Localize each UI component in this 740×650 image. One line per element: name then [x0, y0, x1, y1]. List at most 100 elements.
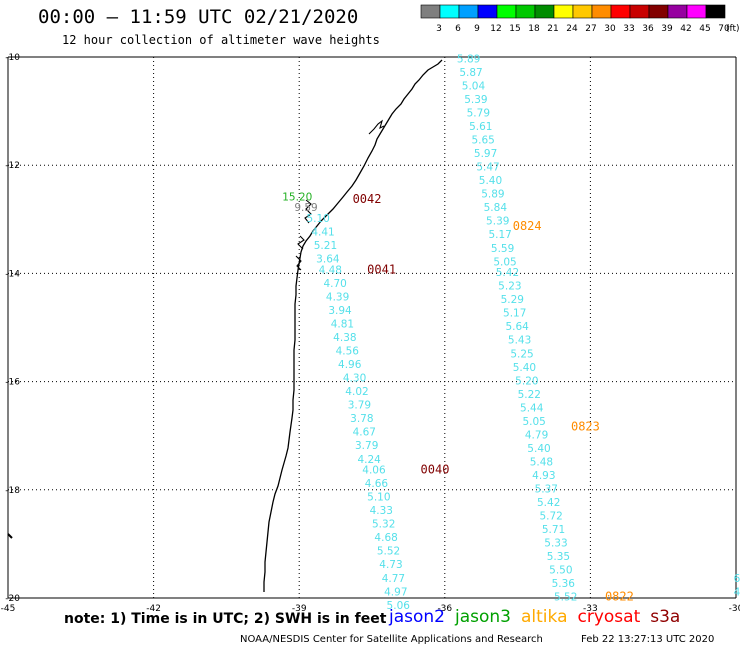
wave-height-value: 4.73 [379, 559, 402, 571]
wave-height-value: 5.17 [503, 308, 526, 320]
pass-time-label: 0040 [421, 463, 450, 477]
lat-label: -12 [5, 161, 20, 171]
pass-time-label: 0824 [513, 219, 542, 233]
lat-lon-grid [7, 56, 737, 599]
color-bin-label: 33 [623, 24, 634, 34]
lat-label: -14 [5, 269, 20, 279]
color-bin-label: 27 [585, 24, 596, 34]
wave-height-value: 4.96 [338, 359, 362, 371]
pass-time-label: 0042 [353, 192, 382, 206]
color-bin-label: 15 [509, 24, 520, 34]
color-bin-9 [458, 4, 479, 19]
wave-height-value: 5.65 [471, 135, 494, 147]
lon-label: -45 [1, 604, 16, 614]
wave-height-value: 4.68 [374, 532, 397, 544]
wave-height-value: 4.77 [382, 573, 405, 585]
wave-height-value: 5.87 [459, 67, 482, 79]
wave-height-value: 5.10 [306, 213, 329, 225]
satellite-legend-altika: altika [521, 607, 568, 627]
track-cryosat: 15.209.595.104.415.213.644.484.704.393.9… [282, 191, 449, 611]
wave-height-value: 5.64 [505, 321, 529, 333]
wave-height-value: 5.33 [544, 538, 567, 550]
lat-label: -18 [5, 486, 20, 496]
color-bin-label: 9 [474, 24, 480, 34]
color-bin-42 [667, 4, 688, 19]
map-edge-mark [7, 533, 13, 539]
color-scale-legend: 3 6 9 12 15 18 21 24 27 30 33 36 39 42 45 70(ft) [420, 4, 740, 34]
edge-wave-value: 6 [734, 573, 740, 585]
wave-height-value: 4.93 [532, 470, 555, 482]
wave-height-value: 5.25 [510, 348, 533, 360]
wave-height-value: 5.10 [367, 492, 390, 504]
wave-height-value: 5.84 [484, 202, 508, 214]
color-bin-21 [534, 4, 555, 19]
wave-height-value: 4.38 [333, 332, 356, 344]
pass-time-label: 0041 [367, 262, 396, 276]
color-bin-label: 3 [436, 24, 442, 34]
wave-height-value: 5.32 [372, 519, 395, 531]
color-bin-label: 42 [680, 24, 691, 34]
wave-height-value: 5.42 [537, 497, 560, 509]
wave-height-value: 5.89 [457, 53, 480, 65]
wave-height-value: 4.79 [525, 429, 548, 441]
wave-height-value: 5.29 [501, 294, 524, 306]
satellite-legend-jason3: jason3 [455, 607, 511, 627]
wave-height-value: 5.36 [552, 578, 576, 590]
wave-height-value: 5.48 [530, 456, 553, 468]
wave-height-value: 5.06 [387, 600, 411, 612]
wave-height-value: 4.67 [353, 427, 376, 439]
wave-height-value: 5.20 [515, 375, 538, 387]
color-bin-36 [629, 4, 650, 19]
footer-timestamp: Feb 22 13:27:13 UTC 2020 [581, 634, 715, 645]
wave-height-value: 5.47 [476, 162, 499, 174]
wave-height-value: 5.05 [522, 416, 545, 428]
color-bin-6 [439, 4, 460, 19]
color-bin-33 [610, 4, 631, 19]
color-bin-12 [477, 4, 498, 19]
satellite-legend: jason2 jason3 altika cryosat s3a [389, 607, 690, 627]
wave-height-value: 4.30 [343, 373, 366, 385]
color-bin-label: 18 [528, 24, 540, 34]
wave-height-value: 9.59 [294, 202, 317, 214]
lat-label: -20 [5, 594, 20, 604]
wave-height-value: 3.79 [355, 440, 378, 452]
edge-wave-value: 4 [734, 586, 740, 598]
color-bin-label: 12 [490, 24, 501, 34]
wave-height-value: 5.61 [469, 121, 492, 133]
wave-height-value: 4.06 [362, 465, 386, 477]
color-bin-label: 70 [718, 24, 730, 34]
wave-height-value: 5.52 [377, 546, 400, 558]
wave-height-value: 4.56 [336, 346, 360, 358]
color-bin-27 [572, 4, 593, 19]
notes-text: note: 1) Time is in UTC; 2) SWH is in fe… [64, 611, 387, 627]
color-bin-18 [515, 4, 536, 19]
lat-label: -16 [5, 378, 20, 388]
wave-height-value: 4.33 [370, 505, 393, 517]
wave-height-value: 5.21 [314, 240, 337, 252]
pass-time-label: 0822 [605, 590, 634, 604]
wave-height-value: 5.39 [464, 94, 487, 106]
lon-label: -42 [146, 604, 161, 614]
wave-height-value: 4.02 [345, 386, 368, 398]
color-bin-label: 21 [547, 24, 558, 34]
color-bin-label: 30 [604, 24, 616, 34]
color-bin-label: 24 [566, 24, 578, 34]
wave-height-value: 5.37 [535, 484, 558, 496]
wave-height-value: 4.39 [326, 291, 349, 303]
wave-height-value: 5.50 [549, 565, 572, 577]
wave-height-value: 3.64 [316, 254, 340, 266]
wave-height-value: 5.04 [462, 80, 486, 92]
wave-height-value: 4.24 [357, 454, 381, 466]
wave-height-value: 3.78 [350, 413, 373, 425]
lon-label: -36 [437, 604, 452, 614]
color-bin-15 [496, 4, 517, 19]
color-bin-label: 39 [661, 24, 673, 34]
wave-height-value: 4.70 [323, 278, 346, 290]
wave-height-value: 5.43 [508, 335, 531, 347]
color-bin-3 [420, 4, 441, 19]
satellite-legend-cryosat: cryosat [577, 607, 641, 627]
color-bin-label: 45 [699, 24, 710, 34]
wave-height-value: 5.72 [539, 511, 562, 523]
page-subtitle: 12 hour collection of altimeter wave hei… [62, 33, 380, 47]
wave-height-value: 5.42 [496, 267, 519, 279]
